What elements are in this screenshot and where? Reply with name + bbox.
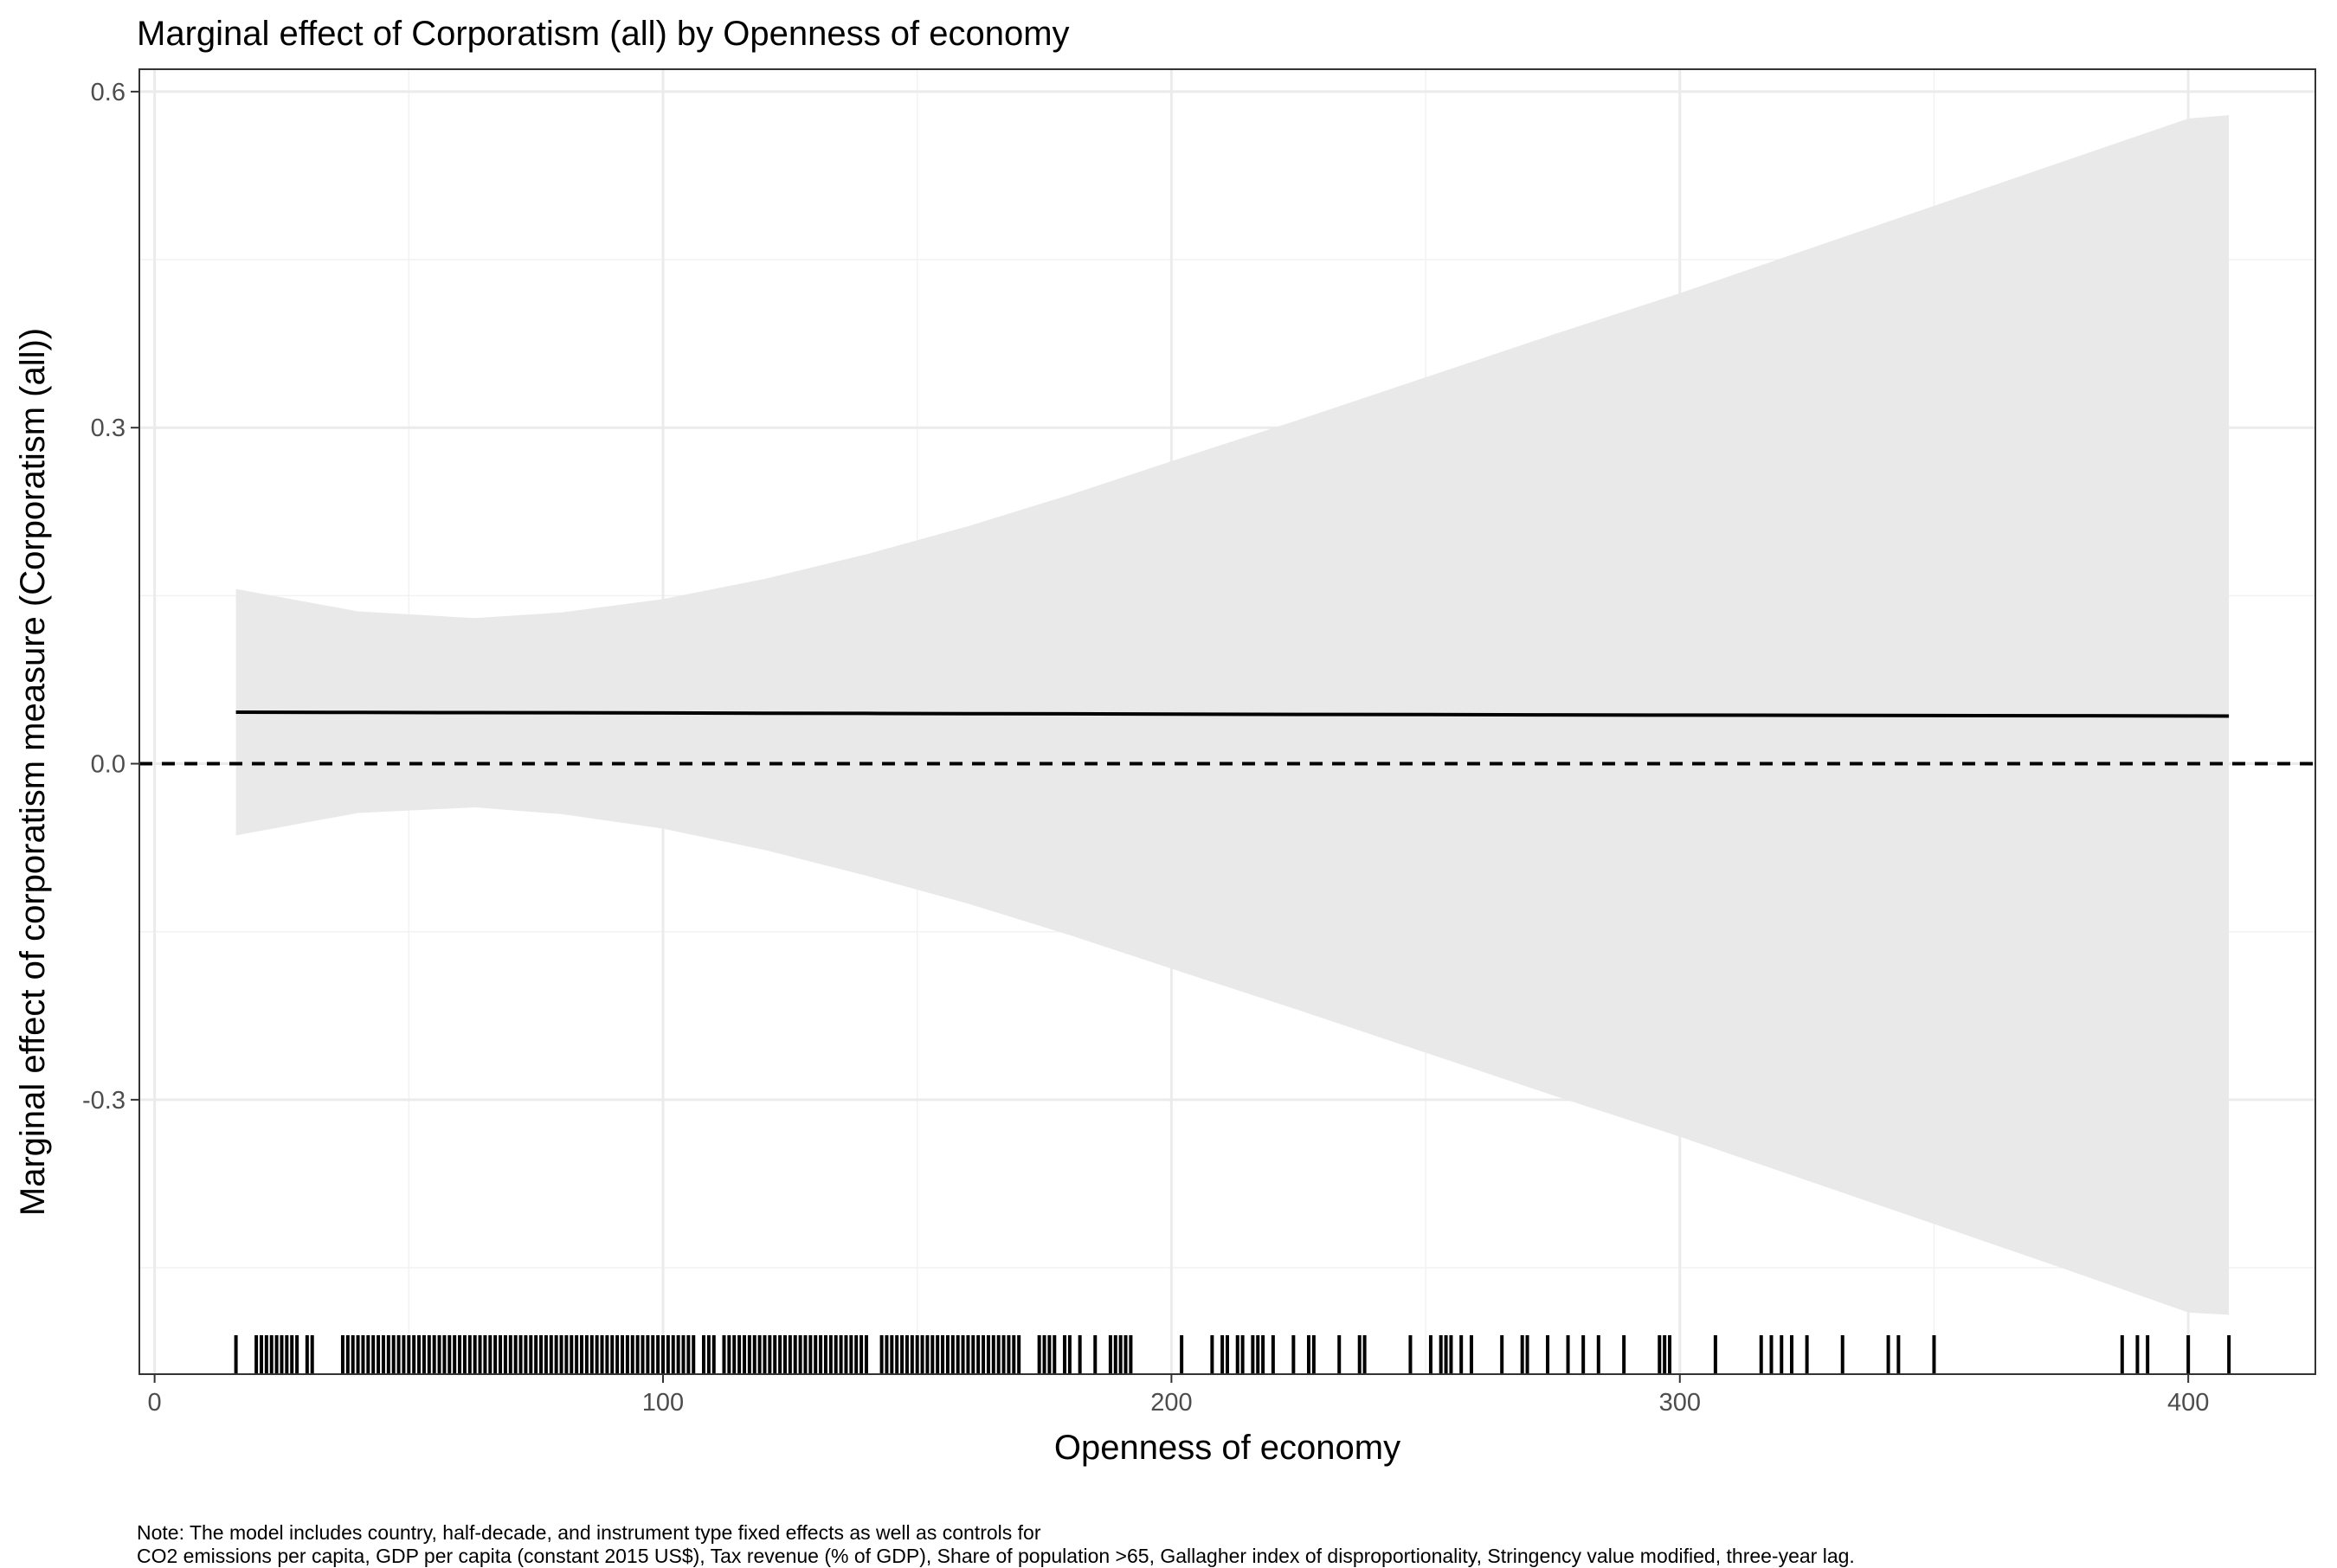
y-tick-label: -0.3 xyxy=(82,1087,126,1115)
x-tick-label: 0 xyxy=(148,1389,162,1417)
rug-marks xyxy=(234,1335,2231,1374)
x-axis-title: Openness of economy xyxy=(1054,1429,1400,1467)
y-tick-label: 0.0 xyxy=(91,751,126,779)
footnote-line-2: CO2 emissions per capita, GDP per capita… xyxy=(137,1545,1855,1567)
y-axis-title: Marginal effect of corporatism measure (… xyxy=(14,328,52,1216)
marginal-effect-line xyxy=(235,710,2230,718)
x-tick-label: 100 xyxy=(642,1389,684,1417)
x-axis-ticks: 0 100 200 300 400 xyxy=(148,1374,2209,1417)
x-tick-label: 200 xyxy=(1150,1389,1192,1417)
chart-title: Marginal effect of Corporatism (all) by … xyxy=(137,15,1070,53)
y-axis-ticks: 0.6 0.3 0.0 -0.3 xyxy=(82,79,139,1115)
panel-border xyxy=(138,68,2316,1375)
y-tick-label: 0.3 xyxy=(91,414,126,442)
x-tick-label: 300 xyxy=(1659,1389,1701,1417)
y-tick-label: 0.6 xyxy=(91,79,126,106)
x-tick-label: 400 xyxy=(2167,1389,2209,1417)
footnote-line-1: Note: The model includes country, half-d… xyxy=(137,1521,1041,1544)
footnote: Note: The model includes country, half-d… xyxy=(137,1521,2335,1568)
